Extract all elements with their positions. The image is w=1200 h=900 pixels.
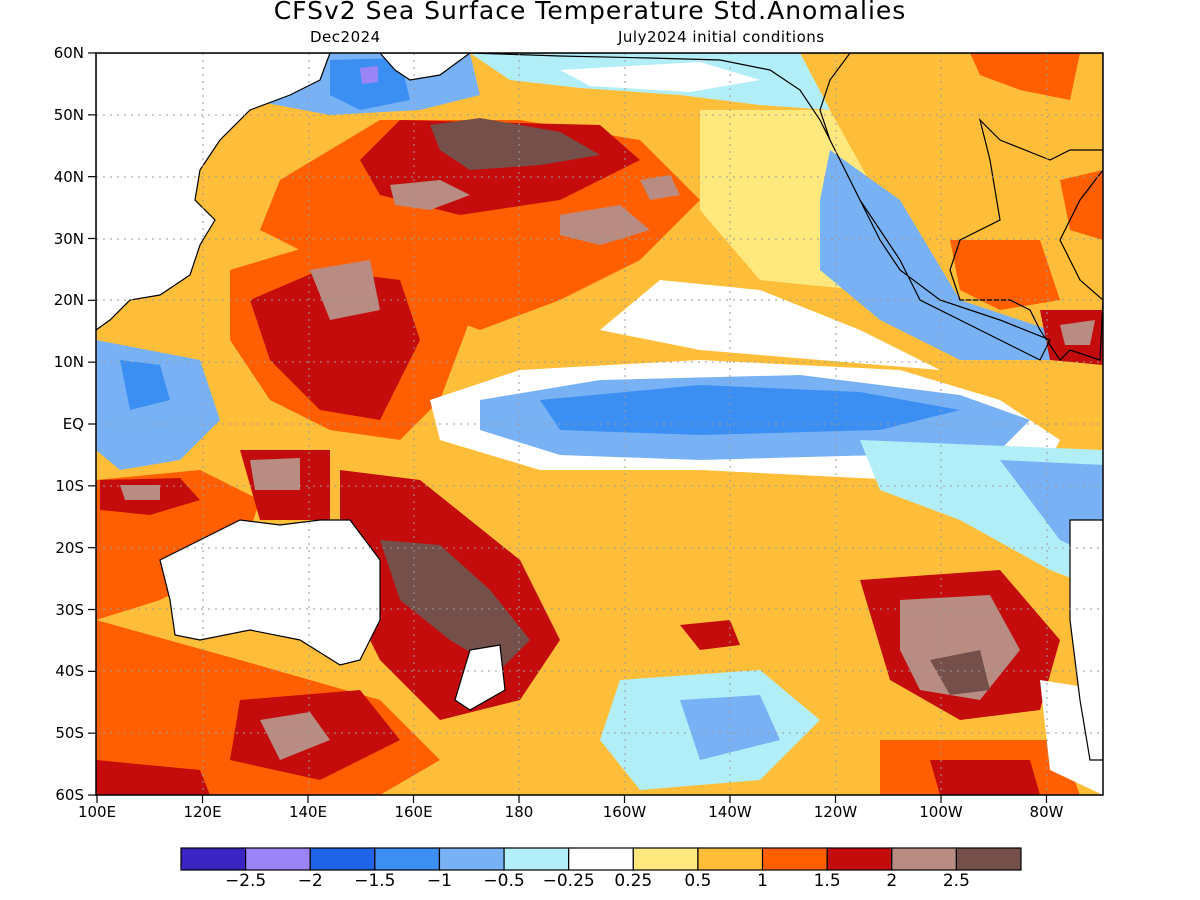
- colorbar-swatch: [374, 847, 441, 871]
- lat-label: 10S: [55, 476, 84, 495]
- lat-label: 30S: [55, 600, 84, 619]
- initial-conditions: July2024 initial conditions: [618, 28, 825, 46]
- colorbar-label: −2: [297, 871, 323, 891]
- colorbar-swatch: [761, 847, 828, 871]
- valid-month: Dec2024: [310, 28, 381, 46]
- lon-label: 180: [504, 803, 534, 821]
- colorbar-swatch: [697, 847, 764, 871]
- lon-label: 120W: [813, 803, 858, 821]
- colorbar-label: −1.5: [354, 871, 396, 891]
- colorbar-label: 1: [757, 871, 768, 891]
- lon-label: 160W: [602, 803, 647, 821]
- colorbar-label: −1: [426, 871, 452, 891]
- axis-ticks: [88, 52, 1048, 803]
- colorbar: [180, 847, 1022, 871]
- colorbar-label: 2.5: [942, 871, 970, 891]
- lon-label: 100W: [919, 803, 963, 821]
- colorbar-swatch: [826, 847, 893, 871]
- colorbar-label: 1.5: [813, 871, 841, 891]
- colorbar-label: −0.5: [483, 871, 525, 891]
- colorbar-label: 0.5: [684, 871, 712, 891]
- lat-label: 60N: [53, 44, 84, 62]
- colorbar-label: −0.25: [542, 871, 595, 891]
- colorbar-label: 0.25: [614, 871, 653, 891]
- lat-label: 30N: [53, 229, 84, 248]
- lat-label: 40N: [53, 167, 84, 186]
- colorbar-swatch: [891, 847, 957, 871]
- colorbar-swatch: [632, 847, 699, 871]
- anomaly-field: [96, 53, 1103, 795]
- colorbar-label: 2: [886, 871, 898, 891]
- lat-label: 50S: [55, 724, 84, 743]
- lat-label: 20N: [53, 291, 84, 310]
- land-masses: [96, 53, 1103, 761]
- colorbar-swatch: [568, 847, 634, 871]
- lon-label: 120E: [183, 803, 222, 821]
- colorbar-swatch: [503, 847, 570, 871]
- colorbar-label: −2.5: [224, 871, 267, 891]
- lat-label: 60S: [55, 786, 84, 804]
- lon-label: 160E: [394, 803, 433, 821]
- colorbar-swatch: [245, 847, 311, 871]
- lat-label: 50N: [53, 105, 84, 124]
- colorbar-swatch: [180, 847, 247, 871]
- lon-label: 140E: [288, 803, 328, 821]
- lon-label: 80W: [1029, 803, 1064, 821]
- lon-label: 100E: [77, 803, 117, 821]
- colorbar-swatch: [955, 847, 1022, 871]
- map-title: CFSv2 Sea Surface Temperature Std.Anomal…: [273, 0, 907, 25]
- lat-label: 20S: [55, 538, 84, 557]
- lat-label: 10N: [53, 353, 84, 372]
- lat-label: 40S: [55, 662, 84, 681]
- grid-lines: [96, 53, 1103, 795]
- lon-label: 140W: [708, 803, 752, 821]
- colorbar-swatch: [309, 847, 376, 871]
- colorbar-swatch: [438, 847, 505, 871]
- lat-label: EQ: [62, 415, 84, 433]
